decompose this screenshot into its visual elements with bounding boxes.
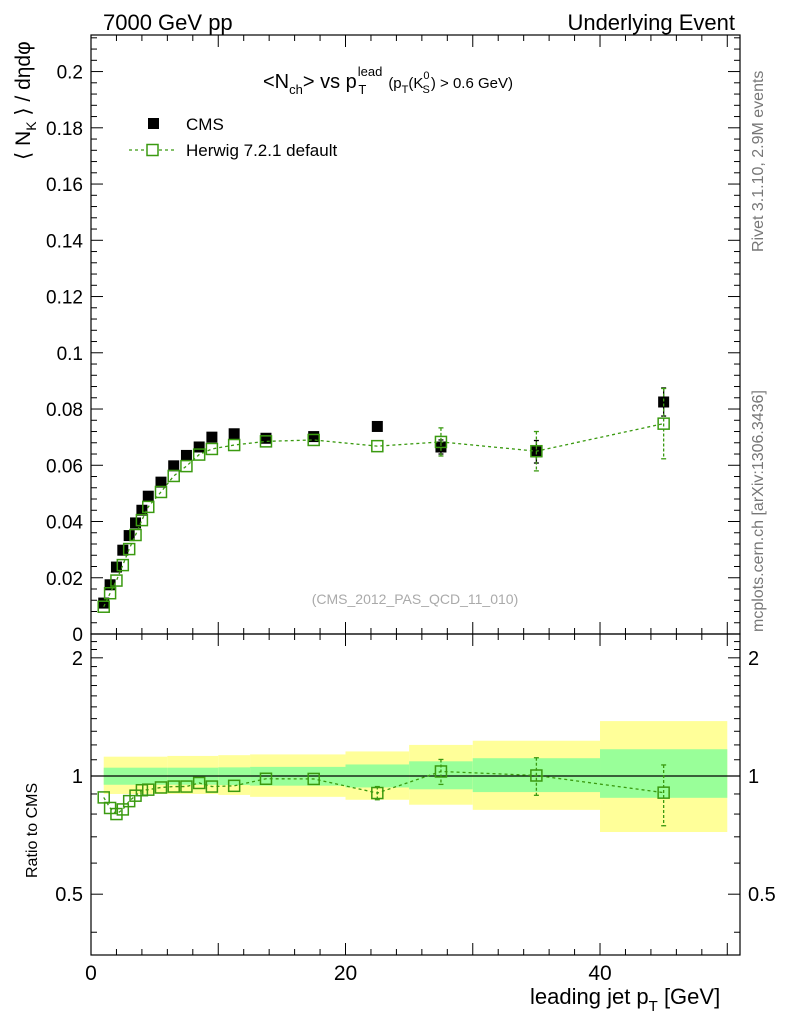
main-ytick-label: 0	[72, 625, 83, 646]
cms-point-7	[142, 490, 154, 502]
main-ylabel: ⟨ NK ⟩ / dηdφ	[12, 41, 39, 160]
ratio-ytick-label-right: 1	[748, 766, 759, 788]
ratio-herwig-point-9	[167, 780, 180, 793]
herwig-point-19	[657, 417, 670, 430]
main-ytick-label: 0.08	[46, 400, 83, 421]
cms-point-13	[228, 428, 240, 440]
cms-point-16	[371, 420, 383, 432]
ratio-herwig-point-14	[259, 772, 273, 786]
cms-point-1	[104, 579, 116, 591]
ratio-herwig-point-6	[135, 783, 149, 797]
main-ytick-label: 0.18	[46, 119, 83, 140]
band-inner-7	[600, 749, 728, 798]
main-ytick-label: 0.16	[46, 175, 83, 196]
legend-herwig-label: Herwig 7.2.1 default	[186, 141, 337, 160]
ratio-xtick-label: 20	[334, 962, 357, 985]
cms-point-6	[136, 504, 148, 516]
ratio-herwig-point-17	[434, 765, 448, 778]
herwig-point-7	[142, 500, 155, 514]
cms-point-15	[308, 431, 320, 443]
herwig-point-15	[307, 433, 320, 447]
herwig-point-6	[135, 513, 149, 527]
header-left: 7000 GeV pp	[103, 10, 233, 35]
herwig-point-18	[530, 444, 543, 458]
main-ytick-label: 0.2	[57, 63, 83, 84]
herwig-point-5	[129, 528, 142, 542]
cms-point-12	[206, 431, 218, 443]
main-plot-series	[97, 387, 670, 613]
cms-point-0	[98, 597, 110, 609]
ratio-plot-series	[97, 757, 670, 827]
herwig-point-0	[97, 600, 110, 613]
herwig-point-8	[154, 485, 168, 499]
ratio-ytick-label-left: 0.5	[55, 884, 83, 906]
herwig-line	[103, 423, 664, 607]
legend-cms-label: CMS	[186, 115, 224, 134]
analysis-watermark: (CMS_2012_PAS_QCD_11_010)	[312, 591, 519, 607]
ratio-herwig-point-13	[227, 779, 241, 793]
x-axis-label: leading jet pT [GeV]	[530, 984, 720, 1015]
main-ytick-label: 0.1	[57, 344, 83, 365]
ratio-herwig-point-16	[371, 786, 384, 800]
ratio-ytick-label-left: 2	[72, 648, 83, 670]
ratio-ytick-label-left: 1	[72, 766, 83, 788]
ratio-herwig-point-12	[205, 780, 219, 793]
herwig-point-14	[259, 435, 273, 448]
ratio-herwig-line	[103, 770, 664, 815]
herwig-point-1	[103, 586, 117, 600]
cms-point-19	[658, 396, 670, 408]
herwig-point-9	[167, 469, 180, 483]
axes: 0 0.02 0.04 0.06 0.08 0.1 0.12 0.14 0.16 0.18 0.2 0…	[46, 34, 776, 985]
ratio-ytick-label-right: 0.5	[748, 884, 776, 906]
cms-point-8	[155, 476, 167, 488]
herwig-point-12	[205, 442, 219, 456]
ratio-herwig-point-10	[180, 780, 193, 793]
ratio-herwig-point-8	[154, 781, 168, 794]
ratio-herwig-point-11	[192, 776, 206, 790]
ratio-herwig-point-2	[110, 807, 123, 821]
cms-point-2	[110, 561, 122, 573]
herwig-point-4	[122, 542, 136, 556]
rivet-label: Rivet 3.1.10, 2.9M events	[750, 71, 767, 252]
legend-cms-marker	[148, 118, 159, 129]
herwig-point-16	[371, 439, 384, 453]
ratio-ylabel: Ratio to CMS	[24, 783, 41, 878]
ratio-ytick-label-right: 2	[748, 648, 759, 670]
ratio-uncertainty-bands	[103, 721, 728, 833]
ratio-herwig-point-15	[307, 772, 320, 786]
main-ytick-label: 0.06	[46, 456, 83, 477]
herwig-point-17	[434, 435, 448, 449]
legend-herwig-marker	[146, 143, 159, 157]
ratio-herwig-point-3	[116, 803, 130, 816]
mcplots-label: mcplots.cern.ch [arXiv:1306.3436]	[750, 390, 767, 632]
herwig-point-10	[180, 459, 193, 473]
ratio-herwig-point-19	[657, 786, 670, 799]
ratio-frame	[90, 633, 741, 956]
cms-point-14	[260, 432, 272, 444]
main-ytick-label: 0.12	[46, 288, 83, 309]
cms-point-4	[123, 530, 135, 542]
legend: CMS Herwig 7.2.1 default	[129, 115, 337, 160]
main-ytick-label: 0.14	[46, 231, 83, 252]
ratio-xtick-label: 0	[85, 962, 97, 985]
cms-point-5	[130, 517, 142, 529]
herwig-point-2	[110, 574, 123, 587]
ratio-herwig-point-0	[97, 791, 110, 804]
cms-point-11	[193, 441, 205, 453]
herwig-point-3	[116, 558, 130, 572]
ratio-xtick-label: 40	[588, 962, 611, 985]
herwig-point-13	[227, 438, 241, 452]
cms-point-9	[168, 460, 180, 472]
main-title: <Nch> vs plead T (pT(K0 S) > 0.6 GeV)	[263, 64, 513, 97]
cms-point-10	[180, 449, 192, 461]
ratio-herwig-point-7	[142, 783, 155, 796]
main-ytick-label: 0.04	[46, 513, 83, 534]
cms-point-3	[117, 544, 129, 556]
main-ytick-label: 0.02	[46, 569, 83, 590]
herwig-point-11	[192, 448, 206, 461]
header-right: Underlying Event	[567, 10, 735, 35]
ratio-herwig-point-18	[530, 769, 543, 782]
